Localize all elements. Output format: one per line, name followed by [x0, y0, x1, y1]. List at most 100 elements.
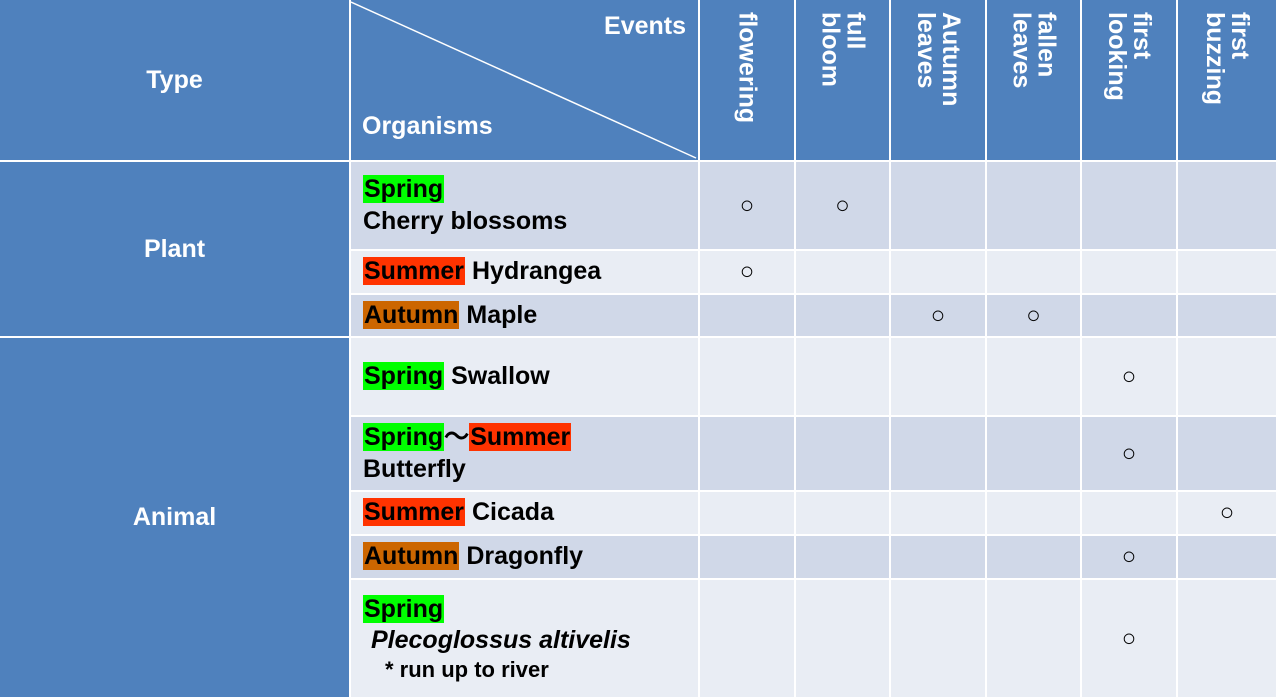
event-cell: [1082, 162, 1176, 249]
circle-mark-icon: ○: [739, 191, 755, 219]
event-cell: [796, 536, 889, 578]
event-cell: [700, 338, 794, 415]
event-cell: [1178, 580, 1276, 697]
event-cell: [796, 251, 889, 293]
organism-name: Dragonfly: [466, 542, 584, 571]
event-cell: [987, 162, 1080, 249]
organism-cell: Spring Cherry blossoms: [351, 162, 698, 249]
event-cell: [987, 417, 1080, 490]
event-cell: [891, 580, 985, 697]
organism-note: * run up to river: [385, 657, 549, 682]
event-cell: [1082, 251, 1176, 293]
circle-mark-icon: ○: [1121, 543, 1137, 570]
event-cell: [796, 295, 889, 336]
organism-cell: Summer Hydrangea: [351, 251, 698, 293]
event-cell: [1082, 295, 1176, 336]
season-tag: Summer: [469, 423, 572, 452]
header-diagonal-cell: Events Organisms: [351, 0, 698, 160]
event-cell: [987, 251, 1080, 293]
circle-mark-icon: ○: [1121, 624, 1137, 652]
header-event-label: full bloom: [816, 12, 870, 87]
event-cell: [1178, 417, 1276, 490]
event-cell: ○: [700, 162, 794, 249]
diagonal-divider: [351, 1, 697, 159]
circle-mark-icon: ○: [1219, 499, 1235, 526]
organism-name: Cherry blossoms: [363, 206, 568, 235]
event-cell: ○: [700, 251, 794, 293]
event-cell: [1178, 295, 1276, 336]
organism-cell: Spring Plecoglossus altivelis * run up to …: [351, 580, 698, 697]
header-organisms-label: Organisms: [362, 112, 493, 140]
type-animal-label: Animal: [132, 503, 217, 531]
event-cell: [796, 492, 889, 534]
season-tag: Autumn: [363, 542, 460, 571]
event-cell: [987, 492, 1080, 534]
circle-mark-icon: ○: [835, 191, 850, 219]
event-cell: ○: [1082, 417, 1176, 490]
event-cell: [700, 492, 794, 534]
organism-name: Swallow: [451, 361, 550, 390]
organism-name: Plecoglossus altivelis: [371, 625, 631, 654]
event-cell: [987, 536, 1080, 578]
event-cell: ○: [1178, 492, 1276, 534]
event-cell: [1178, 162, 1276, 249]
season-tag: Autumn: [363, 300, 460, 329]
event-cell: [891, 162, 985, 249]
circle-mark-icon: ○: [930, 301, 946, 329]
organism-name: Hydrangea: [472, 257, 602, 286]
header-event-label: first buzzing: [1201, 12, 1254, 106]
event-cell: [891, 536, 985, 578]
event-cell: ○: [1082, 338, 1176, 415]
header-event-label: Autumn leaves: [912, 12, 965, 107]
header-type-cell: Type: [0, 0, 349, 160]
circle-mark-icon: ○: [739, 258, 755, 285]
header-event-cell: Autumn leaves: [891, 0, 985, 160]
event-cell: [700, 417, 794, 490]
organism-cell: Autumn Dragonfly: [351, 536, 698, 578]
organism-cell: Spring～Summer Butterfly: [351, 417, 698, 490]
circle-mark-icon: ○: [1121, 362, 1137, 390]
event-cell: [891, 251, 985, 293]
header-event-cell: fallen leaves: [987, 0, 1080, 160]
circle-mark-icon: ○: [1121, 439, 1137, 467]
type-plant-cell: Plant: [0, 162, 349, 336]
event-cell: [700, 536, 794, 578]
type-animal-cell: Animal: [0, 338, 349, 697]
season-tag: Spring: [363, 594, 445, 623]
event-cell: [891, 417, 985, 490]
organism-name: Maple: [466, 300, 538, 329]
organism-cell: Summer Cicada: [351, 492, 698, 534]
season-tag: Spring: [363, 175, 445, 204]
header-event-cell: flowering: [700, 0, 794, 160]
event-cell: [796, 580, 889, 697]
event-cell: ○: [1082, 536, 1176, 578]
event-cell: [796, 338, 889, 415]
header-event-label: flowering: [733, 12, 762, 124]
season-range-separator: ～: [444, 423, 470, 452]
event-cell: [700, 580, 794, 697]
season-tag: Summer: [363, 257, 466, 286]
event-cell: [700, 295, 794, 336]
header-event-label: fallen leaves: [1007, 12, 1061, 89]
event-cell: [1178, 338, 1276, 415]
type-plant-label: Plant: [143, 234, 206, 263]
event-cell: [891, 338, 985, 415]
event-cell: [987, 580, 1080, 697]
event-cell: [987, 338, 1080, 415]
season-tag: Spring: [363, 361, 445, 390]
header-events-label: Events: [604, 12, 686, 40]
circle-mark-icon: ○: [1026, 301, 1041, 329]
event-cell: ○: [891, 295, 985, 336]
event-cell: [1178, 251, 1276, 293]
event-cell: ○: [1082, 580, 1176, 697]
header-event-cell: first looking: [1082, 0, 1176, 160]
header-event-label: first looking: [1103, 12, 1156, 101]
event-cell: [1178, 536, 1276, 578]
organism-cell: Autumn Maple: [351, 295, 698, 336]
event-cell: [891, 492, 985, 534]
season-tag: Spring: [363, 423, 445, 452]
header-type-label: Type: [146, 65, 203, 94]
event-cell: ○: [796, 162, 889, 249]
season-tag: Summer: [363, 498, 466, 527]
organism-name: Cicada: [472, 498, 554, 527]
